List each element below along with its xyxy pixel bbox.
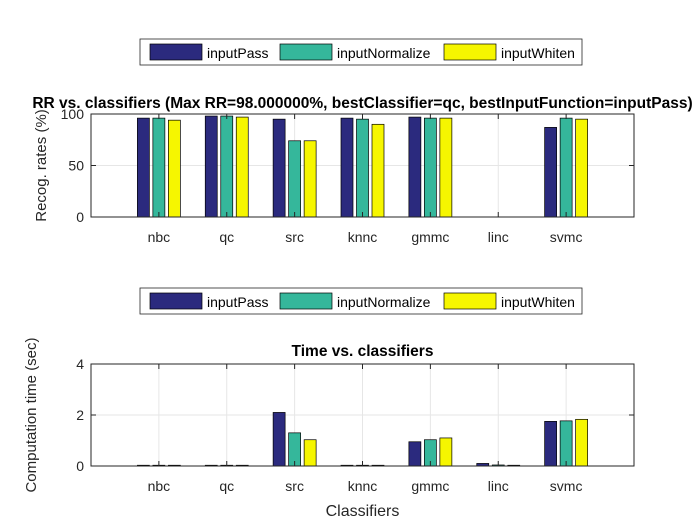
chart-1-bar-input-whiten-svmc: [575, 118, 588, 218]
chart-1-x-tick-label-gmmc: gmmc: [411, 229, 449, 245]
chart-1-bar-input-whiten-src: [303, 140, 317, 218]
chart-2-bar-input-normalize-svmc: [559, 420, 573, 467]
chart-1-legend-label-input-whiten: inputWhiten: [501, 45, 575, 61]
chart-2-legend-label-input-pass: inputPass: [207, 294, 268, 310]
chart-2-bar-input-whiten-src: [303, 439, 317, 467]
chart-2-legend-box: [139, 287, 583, 315]
chart-2-x-tick-label-src: src: [285, 478, 304, 494]
chart-2-legend-swatch-input-whiten: [443, 292, 497, 310]
chart-1-bar-input-normalize-qc: [220, 115, 234, 218]
chart-2-legend-swatch-input-normalize: [279, 292, 333, 310]
chart-2-y-axis-label: Computation time (sec): [23, 337, 40, 492]
chart-1-bar-input-whiten-qc: [235, 116, 249, 218]
chart-2-legend-label-input-normalize: inputNormalize: [337, 294, 431, 310]
chart-1-y-tick-label: 50: [68, 158, 84, 174]
chart-1-legend-swatch-input-normalize: [279, 43, 333, 61]
chart-2-legend-swatch-input-pass: [149, 292, 203, 310]
chart-1-legend-swatch-input-whiten: [443, 43, 497, 61]
chart-2-bar-input-pass-svmc: [544, 421, 557, 467]
chart-2-y-tick-label: 4: [76, 356, 84, 372]
chart-1-y-axis-label: Recog. rates (%): [33, 109, 50, 222]
chart-1-bar-input-pass-svmc: [544, 127, 557, 218]
chart-1-bar-input-normalize-knnc: [356, 118, 369, 218]
chart-1-y-tick-label: 100: [61, 106, 85, 122]
chart-1-x-tick-label-qc: qc: [219, 229, 234, 245]
chart-1-bar-input-normalize-nbc: [152, 117, 166, 218]
chart-2-x-tick-label-linc: linc: [488, 478, 509, 494]
chart-1-y-tick-label: 0: [76, 209, 84, 225]
chart-1-legend-box: [139, 38, 583, 66]
chart-1-bar-input-pass-gmmc: [408, 116, 422, 218]
chart-2-bar-input-pass-src: [272, 412, 286, 467]
chart-1-bar-input-normalize-gmmc: [424, 117, 437, 218]
chart-2-x-axis-label: Classifiers: [326, 503, 400, 520]
chart-1-bar-input-whiten-gmmc: [439, 117, 453, 218]
chart-1-bar-input-pass-nbc: [137, 117, 150, 218]
chart-2-x-tick-label-nbc: nbc: [148, 478, 171, 494]
chart-1-bar-input-whiten-nbc: [168, 119, 181, 218]
chart-1-bar-input-pass-qc: [204, 115, 218, 218]
chart-1-title: RR vs. classifiers (Max RR=98.000000%, b…: [32, 95, 692, 112]
chart-1-x-tick-label-nbc: nbc: [148, 229, 171, 245]
chart-1-bar-input-normalize-svmc: [559, 117, 573, 218]
chart-2-x-tick-label-svmc: svmc: [550, 478, 583, 494]
chart-2-bar-input-whiten-svmc: [575, 418, 588, 467]
chart-2-bar-input-pass-gmmc: [408, 441, 422, 467]
chart-1-x-tick-label-src: src: [285, 229, 304, 245]
chart-1-legend-label-input-normalize: inputNormalize: [337, 45, 431, 61]
chart-1-x-tick-label-linc: linc: [488, 229, 509, 245]
chart-1-x-tick-label-svmc: svmc: [550, 229, 583, 245]
chart-2-y-tick-label: 2: [76, 407, 84, 423]
chart-2-x-tick-label-qc: qc: [219, 478, 234, 494]
chart-1-x-tick-label-knnc: knnc: [348, 229, 378, 245]
chart-1-bar-input-pass-knnc: [340, 117, 354, 218]
chart-2-x-tick-label-knnc: knnc: [348, 478, 378, 494]
chart-1-bar-input-pass-src: [272, 118, 286, 218]
chart-1-legend-swatch-input-pass: [149, 43, 203, 61]
chart-2-legend-label-input-whiten: inputWhiten: [501, 294, 575, 310]
chart-2-title: Time vs. classifiers: [292, 343, 434, 360]
chart-2-y-tick-label: 0: [76, 458, 84, 474]
chart-1-bar-input-normalize-src: [288, 140, 301, 218]
chart-1-bar-input-whiten-knnc: [371, 123, 385, 218]
chart-1-legend-label-input-pass: inputPass: [207, 45, 268, 61]
chart-2-bar-input-whiten-gmmc: [439, 437, 453, 467]
chart-2-x-tick-label-gmmc: gmmc: [411, 478, 449, 494]
